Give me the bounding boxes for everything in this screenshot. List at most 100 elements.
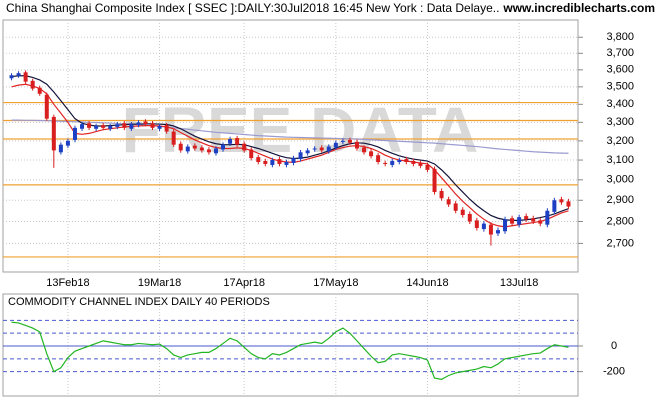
y-tick-label: 2,900 [606,194,634,206]
candle-body [256,157,261,163]
candle-body [249,149,254,159]
candle-body [362,147,367,153]
candle-body [559,199,564,203]
y-tick-label: 3,200 [606,135,634,147]
candle-body [206,149,211,153]
candle-body [333,142,338,148]
candle-body [171,131,176,145]
candle-body [37,87,42,94]
candle-body [143,121,148,125]
candle-body [531,218,536,222]
cci-panel [2,293,579,397]
indicator-line [11,119,569,154]
candle-body [185,146,190,152]
candle-body [72,127,77,140]
price-panel [2,19,579,273]
x-tick-label: 14Jun18 [406,277,448,289]
x-tick-label: 13Feb18 [46,277,89,289]
candle-body [115,124,120,127]
candle-body [164,125,169,132]
candle-body [383,162,388,164]
candle-body [347,139,352,143]
candle-body [277,159,282,164]
candle-body [439,190,444,199]
candle-body [510,218,515,224]
candle-body [94,125,99,129]
candle-body [228,139,233,144]
candle-body [545,210,550,225]
candle-body [30,80,35,89]
candle-body [411,161,416,164]
candle-body [503,219,508,232]
candle-body [488,224,493,235]
candle-body [51,116,56,151]
candle-body [284,162,289,165]
candle-body [312,148,317,150]
y-tick-label: 3,700 [606,47,634,59]
candle-body [354,141,359,149]
candle-body [122,123,127,128]
candle-body [9,75,14,79]
candle-body [44,94,49,119]
y-tick-label: 3,800 [606,31,634,43]
candle-body [291,158,296,163]
candle-body [467,213,472,222]
candle-body [221,144,226,150]
y-tick-label: 3,600 [606,64,634,76]
y-tick-label: 0 [611,340,617,352]
y-tick-label: 3,300 [606,116,634,128]
candle-body [524,216,529,220]
candle-body [157,125,162,129]
candle-body [538,220,543,224]
candle-body [397,160,402,163]
candle-body [376,155,381,163]
candle-body [101,125,106,128]
candle-body [552,200,557,212]
y-tick-label: 3,500 [606,81,634,93]
candle-body [319,147,324,151]
x-tick-label: 17Apr18 [223,277,265,289]
candle-body [136,122,141,126]
candle-body [270,160,275,165]
candle-body [65,140,70,146]
site-name: www.incrediblecharts.com [502,1,655,15]
indicator-line [11,83,569,228]
candle-body [242,143,247,151]
candle-body [460,209,465,216]
candle-body [446,199,451,205]
indicator-line [11,321,569,380]
candle-body [87,123,92,128]
y-tick-label: 3,100 [606,154,634,166]
candle-body [235,138,240,145]
candle-body [369,151,374,157]
candle-body [108,125,113,129]
plot-layer: FREE DATA2,7002,8002,9003,0003,1003,2003… [3,20,634,396]
x-tick-label: 19Mar18 [138,277,181,289]
candle-body [263,161,268,164]
candle-body [566,201,571,207]
candle-body [192,145,197,149]
x-tick-label: 13Jul18 [500,277,539,289]
candle-body [80,124,85,129]
candle-body [425,164,430,170]
y-tick-label: 3,400 [606,98,634,110]
candle-body [298,152,303,160]
y-tick-label: 3,000 [606,174,634,186]
candle-body [495,230,500,234]
candle-body [418,162,423,166]
indicator-title: COMMODITY CHANNEL INDEX DAILY 40 PERIODS [8,296,270,308]
candle-body [16,73,21,76]
y-tick-label: -200 [603,366,625,378]
y-tick-label: 2,800 [606,215,634,227]
candle-body [404,159,409,163]
candle-body [58,144,63,153]
candle-body [150,123,155,128]
candle-body [129,124,134,129]
candle-body [340,140,345,142]
candle-body [453,203,458,211]
candle-body [517,217,522,225]
candle-body [390,161,395,165]
chart-title: China Shanghai Composite Index [ SSEC ]:… [6,1,499,15]
candle-body [199,147,204,151]
